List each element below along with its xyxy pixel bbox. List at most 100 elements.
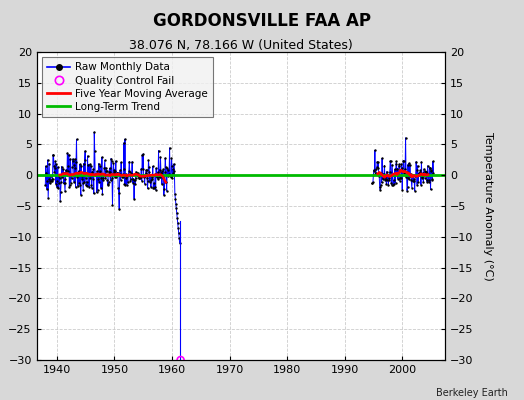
Point	[153, 171, 161, 178]
Point	[368, 180, 377, 186]
Point	[383, 176, 391, 183]
Point	[386, 158, 395, 164]
Point	[127, 171, 136, 178]
Point	[120, 140, 128, 146]
Point	[62, 167, 70, 173]
Point	[381, 175, 390, 182]
Point	[64, 151, 73, 158]
Point	[399, 157, 408, 164]
Point	[416, 167, 424, 174]
Point	[109, 171, 117, 177]
Point	[114, 169, 122, 176]
Point	[368, 180, 376, 187]
Point	[155, 148, 163, 154]
Point	[118, 174, 127, 180]
Point	[387, 182, 396, 188]
Point	[166, 145, 174, 151]
Point	[115, 189, 123, 196]
Point	[129, 177, 138, 184]
Point	[135, 174, 144, 181]
Point	[104, 181, 112, 188]
Y-axis label: Temperature Anomaly (°C): Temperature Anomaly (°C)	[483, 132, 493, 280]
Point	[107, 155, 115, 162]
Point	[372, 166, 380, 172]
Point	[157, 170, 165, 176]
Point	[94, 160, 103, 167]
Point	[374, 165, 382, 171]
Point	[69, 158, 78, 164]
Point	[416, 171, 424, 177]
Point	[155, 166, 163, 173]
Point	[176, 240, 184, 246]
Point	[93, 187, 102, 193]
Point	[420, 170, 429, 177]
Point	[52, 184, 61, 190]
Point	[90, 129, 99, 135]
Point	[81, 148, 89, 154]
Point	[149, 180, 158, 186]
Point	[117, 173, 126, 180]
Point	[59, 166, 67, 172]
Point	[385, 174, 393, 181]
Point	[61, 176, 70, 182]
Point	[381, 177, 389, 183]
Point	[45, 160, 53, 167]
Point	[46, 180, 54, 186]
Point	[109, 160, 117, 167]
Point	[397, 175, 405, 181]
Point	[401, 166, 409, 172]
Point	[60, 180, 69, 186]
Point	[428, 177, 436, 184]
Point	[408, 173, 417, 179]
Point	[421, 174, 429, 181]
Point	[78, 176, 86, 182]
Point	[166, 174, 174, 180]
Point	[374, 159, 383, 166]
Point	[93, 168, 101, 174]
Point	[424, 170, 432, 177]
Point	[70, 165, 79, 171]
Point	[144, 157, 152, 164]
Point	[98, 191, 106, 197]
Point	[369, 171, 378, 178]
Point	[83, 153, 92, 159]
Point	[411, 172, 419, 179]
Point	[122, 171, 130, 178]
Point	[82, 182, 90, 188]
Point	[427, 168, 435, 175]
Point	[410, 188, 419, 194]
Point	[80, 178, 89, 185]
Point	[161, 155, 169, 161]
Point	[41, 163, 50, 169]
Point	[125, 168, 133, 175]
Point	[79, 187, 88, 193]
Point	[156, 154, 165, 160]
Point	[57, 188, 65, 195]
Point	[407, 177, 416, 184]
Point	[101, 174, 110, 181]
Point	[415, 172, 423, 179]
Point	[387, 158, 395, 164]
Point	[95, 179, 103, 185]
Text: GORDONSVILLE FAA AP: GORDONSVILLE FAA AP	[153, 12, 371, 30]
Point	[163, 165, 171, 172]
Point	[168, 175, 177, 182]
Point	[131, 181, 139, 188]
Point	[427, 186, 435, 192]
Point	[159, 175, 167, 181]
Point	[425, 179, 433, 186]
Point	[405, 175, 413, 181]
Point	[104, 182, 112, 188]
Point	[404, 161, 412, 168]
Point	[391, 180, 400, 186]
Point	[420, 166, 428, 172]
Point	[126, 178, 135, 184]
Point	[50, 163, 58, 169]
Point	[57, 178, 66, 185]
Point	[75, 161, 84, 168]
Point	[379, 170, 388, 177]
Point	[92, 172, 100, 178]
Point	[58, 172, 67, 178]
Point	[121, 136, 129, 142]
Point	[106, 169, 114, 176]
